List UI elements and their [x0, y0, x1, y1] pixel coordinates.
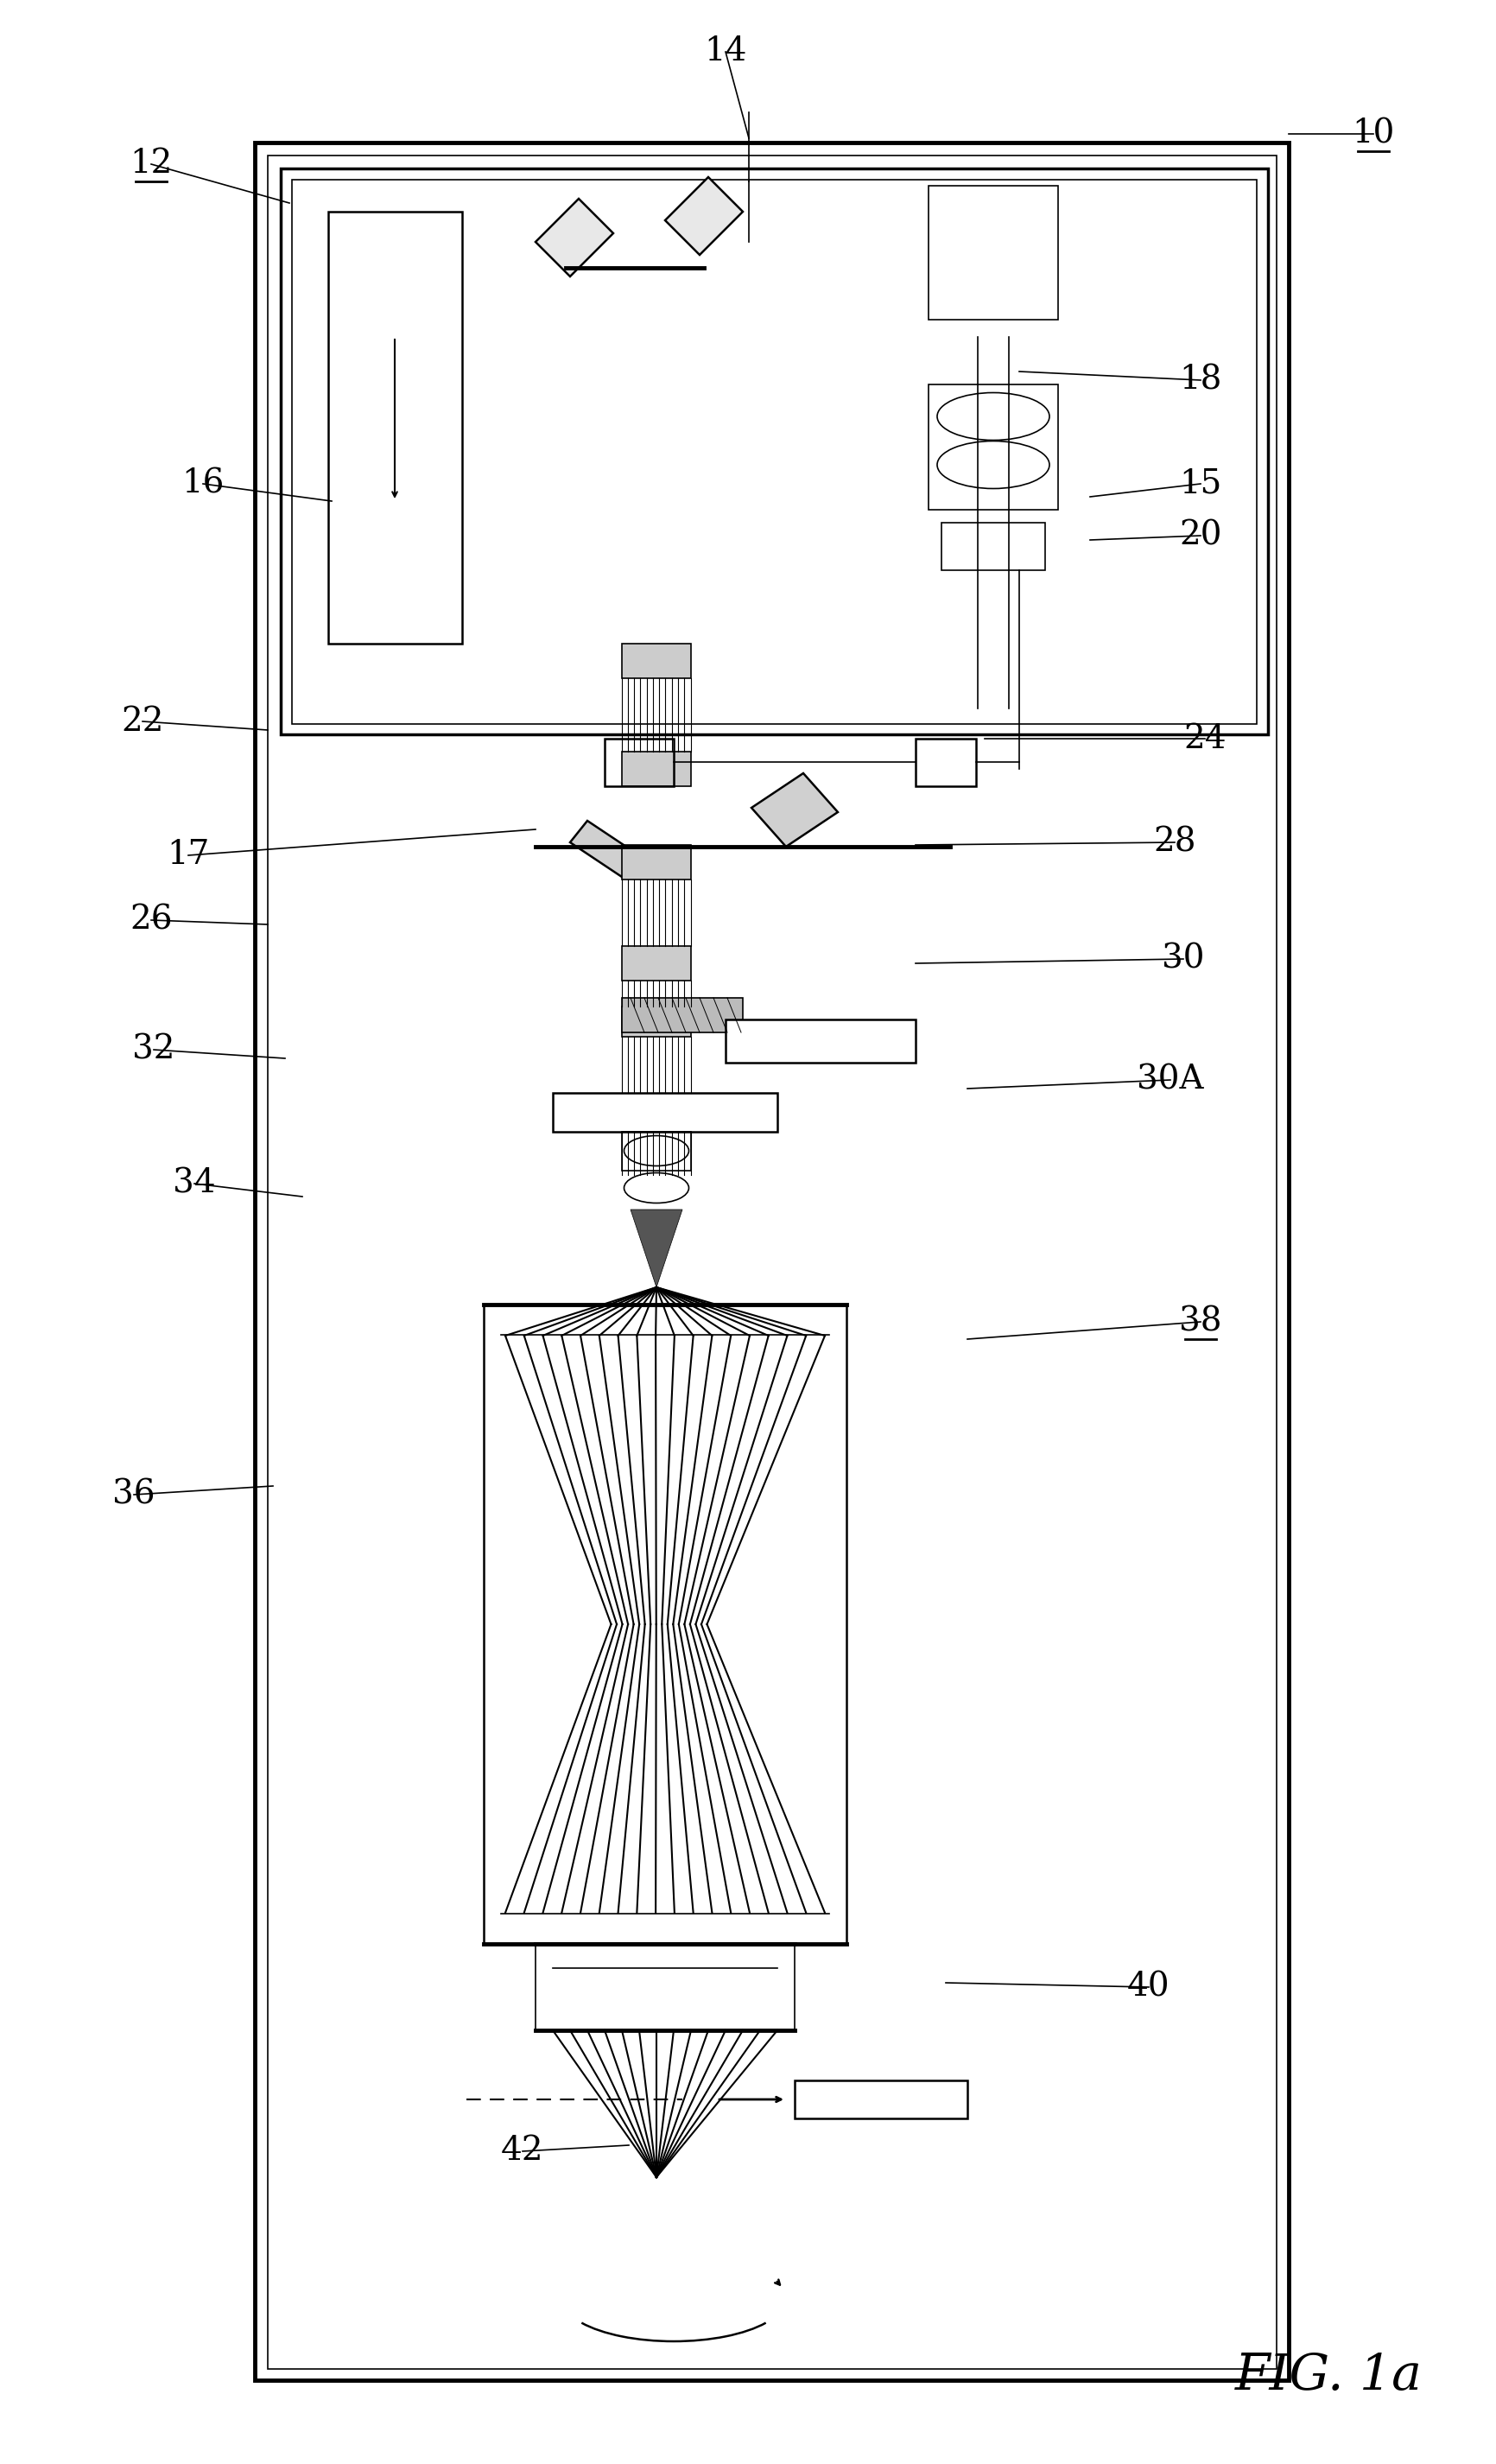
Ellipse shape: [936, 392, 1049, 441]
Text: 12: 12: [130, 148, 172, 180]
Polygon shape: [621, 752, 691, 786]
Text: 28: 28: [1152, 825, 1195, 857]
Polygon shape: [630, 1210, 682, 1286]
Polygon shape: [552, 1094, 776, 1131]
Polygon shape: [751, 774, 838, 848]
Text: 30: 30: [1161, 944, 1204, 976]
Text: 40: 40: [1126, 1971, 1170, 2003]
Text: 32: 32: [132, 1035, 175, 1067]
Polygon shape: [570, 821, 639, 877]
Polygon shape: [536, 200, 613, 276]
Text: 26: 26: [130, 904, 172, 936]
Text: 16: 16: [181, 468, 224, 500]
Polygon shape: [328, 212, 462, 643]
Text: FIG. 1a: FIG. 1a: [1234, 2351, 1421, 2400]
Polygon shape: [664, 177, 742, 254]
Text: 42: 42: [501, 2136, 543, 2168]
Text: 22: 22: [121, 705, 163, 737]
Polygon shape: [621, 845, 691, 880]
Text: 36: 36: [112, 1478, 156, 1510]
Polygon shape: [621, 946, 691, 981]
Polygon shape: [928, 185, 1058, 320]
Text: 14: 14: [703, 37, 747, 69]
Text: 20: 20: [1179, 520, 1221, 552]
Text: 30A: 30A: [1137, 1064, 1203, 1096]
Polygon shape: [621, 1005, 691, 1037]
Text: 24: 24: [1183, 722, 1225, 754]
Text: 38: 38: [1179, 1306, 1221, 1338]
Ellipse shape: [936, 441, 1049, 488]
Text: 17: 17: [168, 840, 209, 872]
Text: 18: 18: [1179, 365, 1221, 397]
Text: 34: 34: [174, 1168, 215, 1200]
Polygon shape: [621, 643, 691, 678]
Text: 10: 10: [1351, 118, 1394, 150]
Polygon shape: [621, 998, 742, 1032]
Text: 15: 15: [1179, 468, 1221, 500]
Polygon shape: [726, 1020, 916, 1062]
